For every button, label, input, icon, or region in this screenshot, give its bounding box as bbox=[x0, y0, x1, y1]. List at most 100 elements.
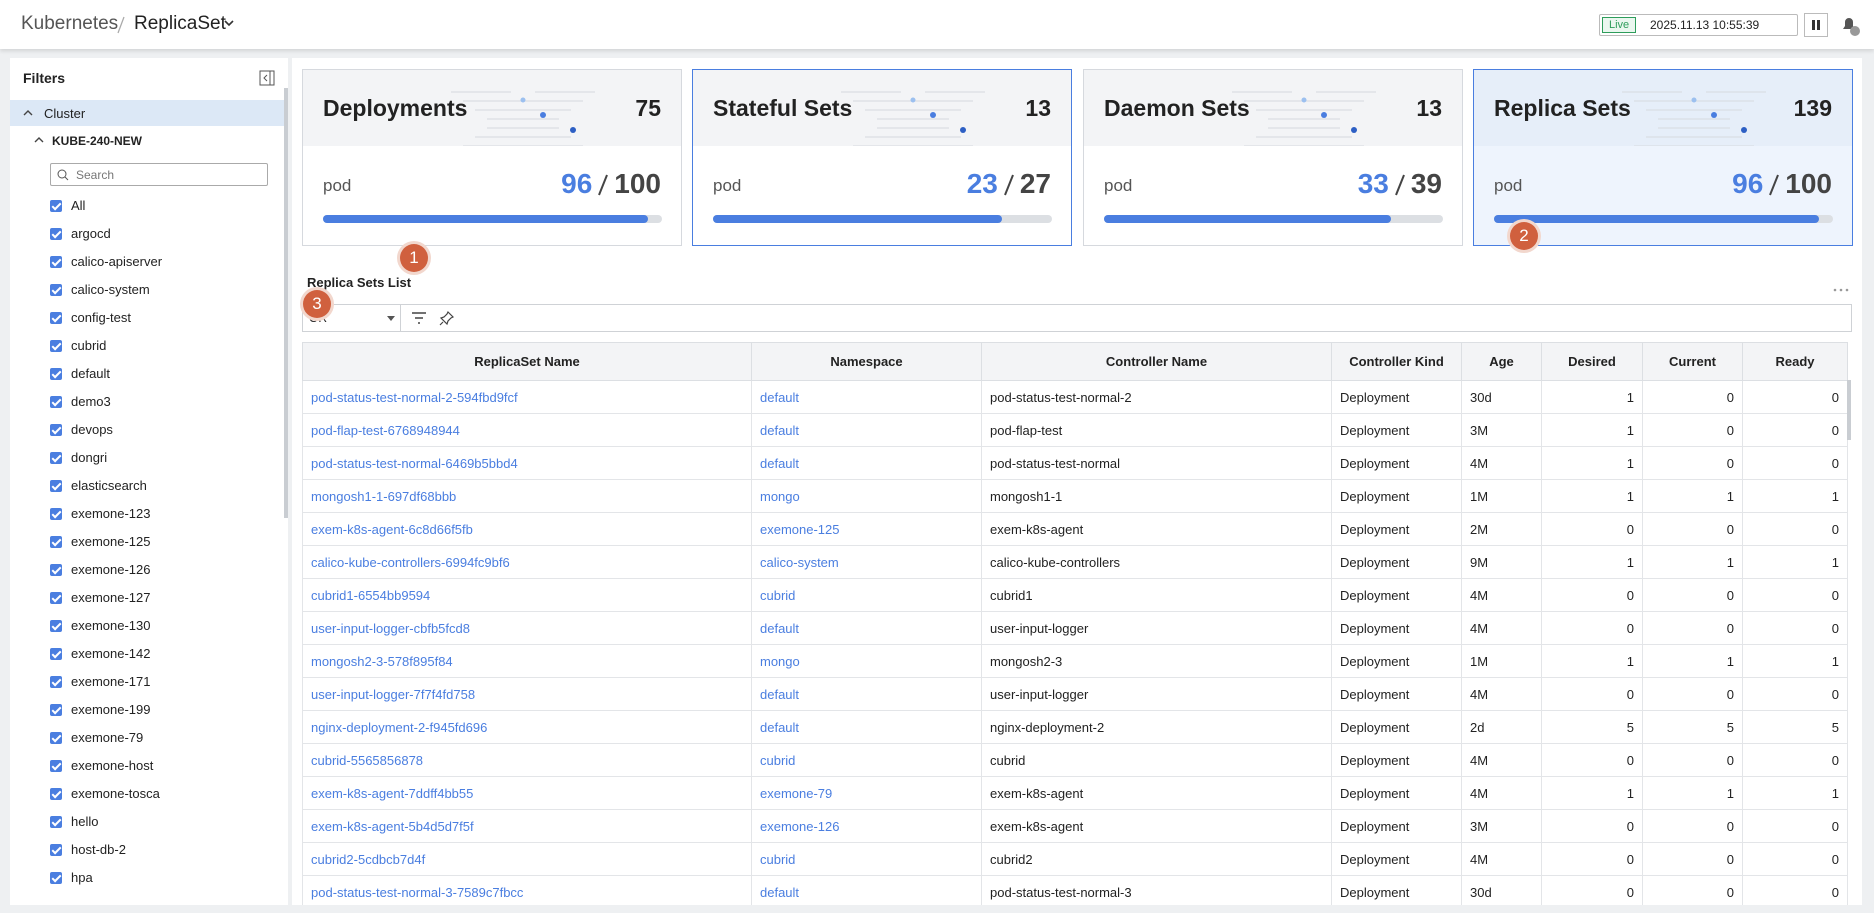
namespace-item[interactable]: exemone-123 bbox=[50, 506, 151, 521]
checkbox[interactable] bbox=[50, 227, 62, 240]
pin-icon[interactable] bbox=[439, 310, 455, 326]
dropdown-icon[interactable] bbox=[224, 20, 234, 28]
cell-link[interactable]: default bbox=[760, 455, 800, 471]
table-row[interactable]: cubrid1-6554bb9594 cubrid cubrid1 Deploymen… bbox=[302, 578, 1848, 612]
cell-link[interactable]: default bbox=[760, 389, 800, 405]
cell-link[interactable]: nginx-deployment-2-f945fd696 bbox=[311, 719, 488, 735]
checkbox[interactable] bbox=[50, 535, 62, 548]
checkbox[interactable] bbox=[50, 563, 62, 576]
namespace-item[interactable]: elasticsearch bbox=[50, 478, 147, 493]
checkbox[interactable] bbox=[50, 283, 62, 296]
namespace-item[interactable]: default bbox=[50, 366, 110, 381]
cell-link[interactable]: mongo bbox=[760, 488, 800, 504]
namespace-item[interactable]: exemone-130 bbox=[50, 618, 151, 633]
table-row[interactable]: exem-k8s-agent-5b4d5d7f5f exemone-126 exem… bbox=[302, 809, 1848, 843]
namespace-item[interactable]: exemone-142 bbox=[50, 646, 151, 661]
cell-link[interactable]: mongosh2-3-578f895f84 bbox=[311, 653, 453, 669]
checkbox[interactable] bbox=[50, 367, 62, 380]
table-row[interactable]: pod-flap-test-6768948944 default pod-flap-… bbox=[302, 413, 1848, 447]
search-box[interactable]: Search bbox=[50, 163, 268, 186]
checkbox[interactable] bbox=[50, 731, 62, 744]
checkbox[interactable] bbox=[50, 787, 62, 800]
scrollbar[interactable] bbox=[284, 88, 288, 518]
namespace-item[interactable]: demo3 bbox=[50, 394, 111, 409]
namespace-item[interactable]: exemone-127 bbox=[50, 590, 151, 605]
cell-link[interactable]: exem-k8s-agent-6c8d66f5fb bbox=[311, 521, 473, 537]
breadcrumb-current[interactable]: ReplicaSet bbox=[134, 13, 226, 34]
cell-link[interactable]: default bbox=[760, 686, 800, 702]
namespace-item[interactable]: calico-system bbox=[50, 282, 150, 297]
cell-link[interactable]: cubrid bbox=[760, 587, 796, 603]
cell-link[interactable]: default bbox=[760, 422, 800, 438]
namespace-item[interactable]: exemone-199 bbox=[50, 702, 151, 717]
collapse-button[interactable] bbox=[259, 70, 275, 86]
pause-button[interactable] bbox=[1804, 13, 1828, 37]
namespace-item[interactable]: exemone-tosca bbox=[50, 786, 160, 801]
checkbox[interactable] bbox=[50, 843, 62, 856]
checkbox[interactable] bbox=[50, 815, 62, 828]
cell-link[interactable]: exemone-126 bbox=[760, 818, 840, 834]
cluster-row[interactable]: Cluster bbox=[10, 100, 288, 126]
namespace-item[interactable]: exemone-host bbox=[50, 758, 153, 773]
cell-link[interactable]: cubrid1-6554bb9594 bbox=[311, 587, 431, 603]
namespace-item[interactable]: config-test bbox=[50, 310, 131, 325]
table-scrollbar[interactable] bbox=[1847, 380, 1851, 440]
checkbox[interactable] bbox=[50, 507, 62, 520]
checkbox[interactable] bbox=[50, 255, 62, 268]
namespace-item[interactable]: hello bbox=[50, 814, 98, 829]
namespace-item[interactable]: argocd bbox=[50, 226, 111, 241]
cell-link[interactable]: cubrid bbox=[760, 851, 796, 867]
namespace-item[interactable]: exemone-171 bbox=[50, 674, 151, 689]
namespace-item[interactable]: exemone-125 bbox=[50, 534, 151, 549]
cell-link[interactable]: exem-k8s-agent-5b4d5d7f5f bbox=[311, 818, 474, 834]
cell-link[interactable]: pod-status-test-normal-6469b5bbd4 bbox=[311, 455, 518, 471]
cell-link[interactable]: default bbox=[760, 719, 800, 735]
table-row[interactable]: mongosh2-3-578f895f84 mongo mongosh2-3 Depl… bbox=[302, 644, 1848, 678]
cell-link[interactable]: mongosh1-1-697df68bbb bbox=[311, 488, 457, 504]
checkbox[interactable] bbox=[50, 451, 62, 464]
table-row[interactable]: nginx-deployment-2-f945fd696 default nginx… bbox=[302, 710, 1848, 744]
table-row[interactable]: pod-status-test-normal-3-7589c7fbcc defau… bbox=[302, 875, 1848, 905]
column-header[interactable]: Controller Name bbox=[981, 342, 1332, 381]
checkbox[interactable] bbox=[50, 479, 62, 492]
cell-link[interactable]: calico-system bbox=[760, 554, 839, 570]
breadcrumb-root[interactable]: Kubernetes bbox=[21, 13, 119, 34]
live-badge[interactable]: Live bbox=[1602, 17, 1637, 33]
checkbox[interactable] bbox=[50, 339, 62, 352]
cell-link[interactable]: exemone-79 bbox=[760, 785, 833, 801]
cell-link[interactable]: cubrid2-5cdbcb7d4f bbox=[311, 851, 426, 867]
cluster-name[interactable]: KUBE-240-NEW bbox=[52, 134, 143, 148]
cell-link[interactable]: exem-k8s-agent-7ddff4bb55 bbox=[311, 785, 474, 801]
summary-card[interactable]: Deployments 75 pod 96 100 bbox=[302, 69, 682, 246]
column-header[interactable]: Ready bbox=[1742, 342, 1848, 381]
cell-link[interactable]: mongo bbox=[760, 653, 800, 669]
cell-link[interactable]: pod-status-test-normal-3-7589c7fbcc bbox=[311, 884, 524, 900]
summary-card[interactable]: Daemon Sets 13 pod 33 39 bbox=[1083, 69, 1463, 246]
namespace-item[interactable]: exemone-126 bbox=[50, 562, 151, 577]
cell-link[interactable]: cubrid bbox=[760, 752, 796, 768]
namespace-item[interactable]: dongri bbox=[50, 450, 107, 465]
table-row[interactable]: user-input-logger-cbfb5fcd8 default user-i… bbox=[302, 611, 1848, 645]
column-header[interactable]: Controller Kind bbox=[1331, 342, 1462, 381]
summary-card[interactable]: Stateful Sets 13 pod 23 27 bbox=[692, 69, 1072, 246]
notification-icon[interactable] bbox=[1838, 13, 1862, 39]
summary-card[interactable]: Replica Sets 139 pod 96 100 bbox=[1473, 69, 1853, 246]
more-menu[interactable] bbox=[1832, 280, 1850, 296]
namespace-item[interactable]: devops bbox=[50, 422, 113, 437]
column-header[interactable]: Desired bbox=[1541, 342, 1643, 381]
column-header[interactable]: Namespace bbox=[751, 342, 982, 381]
table-row[interactable]: cubrid2-5cdbcb7d4f cubrid cubrid2 Deploymen… bbox=[302, 842, 1848, 876]
checkbox[interactable] bbox=[50, 199, 62, 212]
table-row[interactable]: pod-status-test-normal-2-594fbd9fcf defau… bbox=[302, 380, 1848, 414]
column-header[interactable]: Current bbox=[1642, 342, 1743, 381]
checkbox[interactable] bbox=[50, 395, 62, 408]
cell-link[interactable]: calico-kube-controllers-6994fc9bf6 bbox=[311, 554, 510, 570]
checkbox[interactable] bbox=[50, 703, 62, 716]
namespace-item[interactable]: All bbox=[50, 198, 85, 213]
cell-link[interactable]: cubrid-5565856878 bbox=[311, 752, 424, 768]
namespace-item[interactable]: calico-apiserver bbox=[50, 254, 162, 269]
namespace-item[interactable]: exemone-79 bbox=[50, 730, 143, 745]
checkbox[interactable] bbox=[50, 311, 62, 324]
checkbox[interactable] bbox=[50, 619, 62, 632]
table-row[interactable]: cubrid-5565856878 cubrid cubrid Deployment 4… bbox=[302, 743, 1848, 777]
